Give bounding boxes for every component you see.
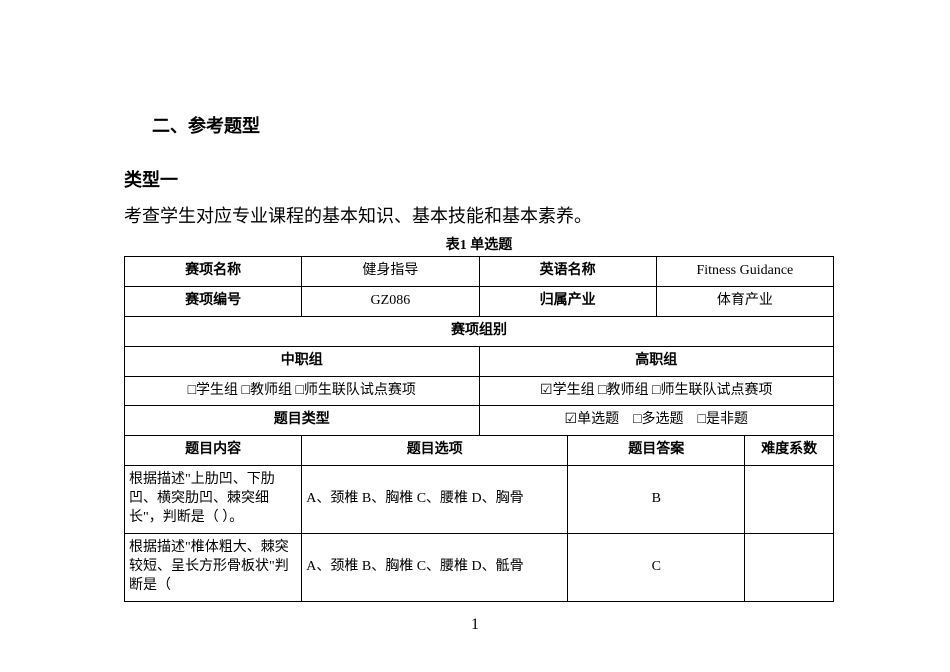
value-code: GZ086 — [302, 286, 479, 316]
table-row: 中职组 高职组 — [125, 346, 834, 376]
label-eng: 英语名称 — [479, 257, 656, 287]
col-content: 题目内容 — [125, 436, 302, 466]
table-row: 赛项组别 — [125, 316, 834, 346]
zz-opts: □学生组 □教师组 □师生联队试点赛项 — [125, 376, 480, 406]
q-difficulty — [745, 466, 834, 534]
value-industry: 体育产业 — [656, 286, 833, 316]
q-answer: C — [568, 533, 745, 601]
type-description: 考查学生对应专业课程的基本知识、基本技能和基本素养。 — [124, 202, 834, 228]
col-difficulty: 难度系数 — [745, 436, 834, 466]
table-row: 赛项名称 健身指导 英语名称 Fitness Guidance — [125, 257, 834, 287]
col-answer: 题目答案 — [568, 436, 745, 466]
table-row: 题目内容 题目选项 题目答案 难度系数 — [125, 436, 834, 466]
gz-opts: ☑学生组 □教师组 □师生联队试点赛项 — [479, 376, 834, 406]
document-page: 二、参考题型 类型一 考查学生对应专业课程的基本知识、基本技能和基本素养。 表1… — [0, 0, 950, 602]
q-difficulty — [745, 533, 834, 601]
group-gz: 高职组 — [479, 346, 834, 376]
label-industry: 归属产业 — [479, 286, 656, 316]
qtype-opts: ☑单选题 □多选题 □是非题 — [479, 406, 834, 436]
group-zz: 中职组 — [125, 346, 480, 376]
label-group: 赛项组别 — [125, 316, 834, 346]
table-row: 根据描述"上肋凹、下肋凹、横突肋凹、棘突细长"，判断是（ ）。 A、颈椎 B、胸… — [125, 466, 834, 534]
value-name: 健身指导 — [302, 257, 479, 287]
table-row: 根据描述"椎体粗大、棘突较短、呈长方形骨板状"判断是（ A、颈椎 B、胸椎 C、… — [125, 533, 834, 601]
label-code: 赛项编号 — [125, 286, 302, 316]
table-row: 题目类型 ☑单选题 □多选题 □是非题 — [125, 406, 834, 436]
table-caption: 表1 单选题 — [124, 234, 834, 254]
table-row: □学生组 □教师组 □师生联队试点赛项 ☑学生组 □教师组 □师生联队试点赛项 — [125, 376, 834, 406]
label-name: 赛项名称 — [125, 257, 302, 287]
q-options: A、颈椎 B、胸椎 C、腰椎 D、骶骨 — [302, 533, 568, 601]
question-table: 赛项名称 健身指导 英语名称 Fitness Guidance 赛项编号 GZ0… — [124, 256, 834, 602]
q-content: 根据描述"上肋凹、下肋凹、横突肋凹、棘突细长"，判断是（ ）。 — [125, 466, 302, 534]
value-eng: Fitness Guidance — [656, 257, 833, 287]
q-options: A、颈椎 B、胸椎 C、腰椎 D、胸骨 — [302, 466, 568, 534]
label-qtype: 题目类型 — [125, 406, 480, 436]
page-number: 1 — [0, 616, 950, 634]
type-label: 类型一 — [124, 166, 834, 192]
q-content: 根据描述"椎体粗大、棘突较短、呈长方形骨板状"判断是（ — [125, 533, 302, 601]
table-row: 赛项编号 GZ086 归属产业 体育产业 — [125, 286, 834, 316]
q-answer: B — [568, 466, 745, 534]
section-heading: 二、参考题型 — [152, 112, 834, 138]
col-options: 题目选项 — [302, 436, 568, 466]
